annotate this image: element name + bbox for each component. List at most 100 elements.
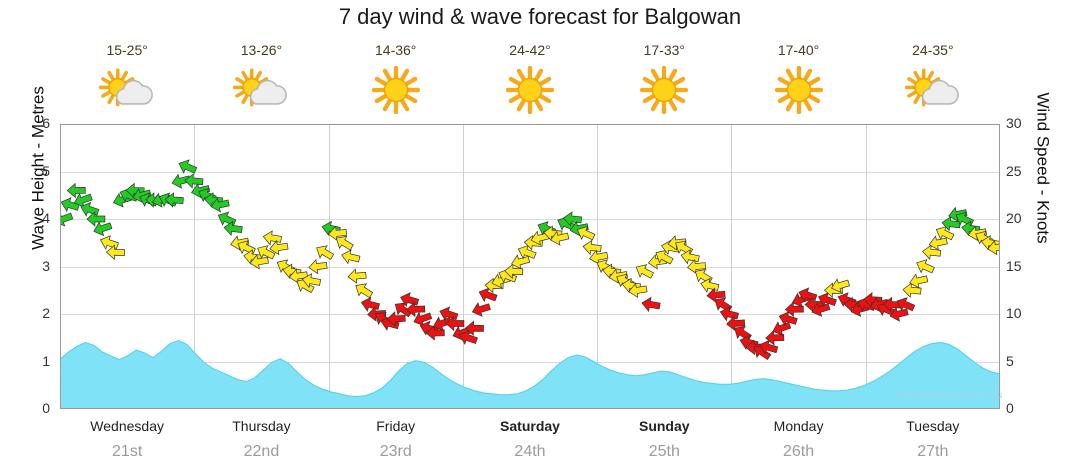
day-temperature-range: 24-42° [509, 42, 551, 58]
day-temperature-range: 13-26° [240, 42, 283, 58]
wind-arrow [445, 315, 465, 332]
wind-arrow [628, 282, 648, 299]
wind-arrow [896, 297, 916, 312]
day-separator [194, 124, 195, 409]
wind-arrow [406, 301, 426, 318]
wind-arrow [811, 302, 831, 317]
day-temperature-range: 17-33° [643, 42, 685, 58]
day-date-label: 21st [112, 443, 143, 460]
wind-arrow [93, 221, 113, 237]
day-name-label: Sunday [638, 418, 690, 434]
wind-arrow [635, 264, 655, 279]
wind-arrow [823, 282, 843, 299]
wind-arrow [987, 239, 1000, 256]
weather-icon [505, 65, 570, 115]
gridline [60, 219, 1000, 220]
wind-arrow [86, 211, 106, 227]
weather-icon [640, 65, 704, 115]
day-name-label: Thursday [232, 418, 291, 434]
weather-icon [774, 65, 839, 115]
wind-arrow [355, 283, 374, 299]
day-temperature-range: 24-35° [912, 42, 954, 58]
day-separator [731, 124, 732, 409]
y-tick-right: 15 [1006, 257, 1022, 274]
wind-arrow [269, 239, 289, 256]
wind-arrow [184, 173, 204, 189]
y-tick-left: 2 [42, 305, 50, 321]
wind-arrow [308, 258, 328, 275]
wind-arrow [928, 235, 948, 251]
y-tick-right: 30 [1006, 115, 1022, 131]
wind-arrow [60, 197, 80, 213]
day-name-label: Wednesday [90, 418, 164, 434]
wind-arrow [223, 220, 243, 237]
day-date-label: 22nd [243, 443, 280, 460]
wind-arrow [523, 235, 543, 251]
day-temperature-range: 14-36° [375, 42, 417, 58]
day-name-label: Tuesday [906, 418, 960, 434]
sunny-icon [371, 65, 420, 115]
watermark: www.seabreeze.com.au [896, 390, 1003, 401]
wave-height-area-series [60, 340, 1000, 409]
y-tick-right: 20 [1006, 210, 1022, 226]
wind-arrow [550, 230, 570, 246]
wind-speed-arrow-series [60, 159, 1000, 361]
y-tick-left: 3 [42, 257, 50, 274]
y-tick-right: 25 [1006, 162, 1022, 179]
wind-arrow [164, 192, 184, 208]
day-date-label: 25th [648, 443, 680, 460]
plot-border [60, 124, 1000, 409]
y-tick-left: 6 [42, 115, 50, 131]
day-temperature-range: 15-25° [106, 42, 148, 58]
day-separator [463, 124, 464, 409]
day-name-label: Friday [376, 418, 416, 434]
day-separator [866, 124, 867, 409]
wind-arrow [582, 239, 602, 256]
wind-arrow [301, 273, 322, 289]
weather-icon [229, 66, 293, 114]
weather-icon [901, 66, 965, 114]
y-tick-left: 0 [42, 400, 50, 416]
y-tick-left: 1 [42, 352, 50, 369]
day-name-label: Saturday [500, 418, 560, 434]
wind-arrow [210, 197, 230, 213]
gridline [60, 172, 1000, 173]
wind-arrow [562, 211, 583, 227]
gridline [60, 362, 1000, 363]
day-separator [329, 124, 330, 409]
wind-arrow [641, 296, 661, 313]
wind-arrow [105, 244, 125, 261]
wind-arrow [335, 235, 354, 251]
wind-arrow [178, 159, 198, 174]
wind-arrow [464, 320, 484, 337]
wind-arrow [916, 259, 935, 274]
gridline [60, 267, 1000, 268]
day-name-label: Monday [773, 418, 824, 434]
wind-arrow [386, 311, 406, 327]
partly-cloudy-icon [233, 68, 288, 107]
wind-arrow [249, 254, 269, 270]
day-separator [597, 124, 598, 409]
wind-arrow [772, 321, 792, 336]
weather-icon [95, 66, 159, 114]
wind-arrow [257, 245, 276, 260]
wind-arrow [909, 273, 929, 289]
wind-arrow [471, 302, 491, 317]
chart-title: 7 day wind & wave forecast for Balgowan [338, 4, 742, 29]
wind-arrow [889, 306, 909, 322]
wind-arrow [576, 225, 596, 241]
y-tick-right: 0 [1006, 400, 1014, 416]
day-temperature-range: 17-40° [777, 42, 820, 58]
y-tick-left: 4 [42, 210, 50, 226]
wind-arrow [341, 249, 361, 265]
sunny-icon [774, 65, 823, 115]
day-date-label: 24th [514, 443, 546, 460]
y-tick-right: 5 [1006, 352, 1014, 369]
day-date-label: 27th [917, 443, 949, 460]
sunny-icon [640, 65, 689, 115]
weather-icon [371, 65, 436, 115]
wind-arrow [830, 278, 851, 294]
partly-cloudy-icon [904, 68, 959, 107]
wind-arrow [66, 182, 86, 199]
